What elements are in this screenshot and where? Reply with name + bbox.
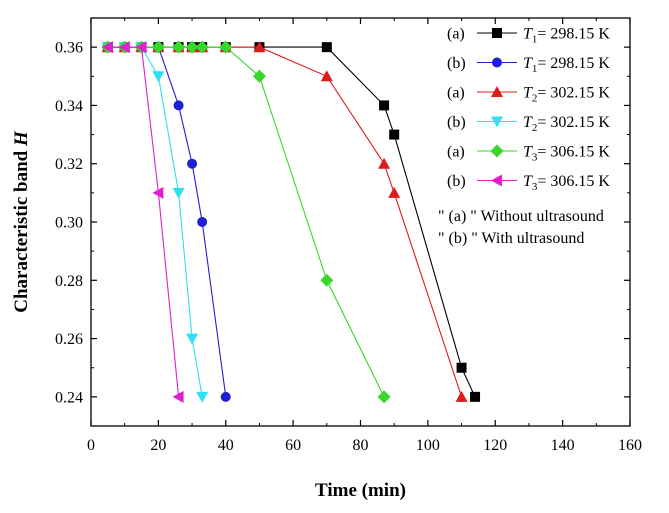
- x-tick-label: 40: [218, 437, 234, 454]
- data-point: [320, 273, 334, 287]
- series-line: [107, 46, 203, 397]
- data-point: [187, 158, 198, 169]
- legend-marker: [491, 116, 503, 128]
- series-3: [101, 41, 468, 402]
- x-tick-label: 20: [150, 437, 166, 454]
- legend-label: T1= 298.15 K: [523, 55, 610, 75]
- data-point: [101, 41, 113, 54]
- x-tick-label: 160: [618, 437, 642, 454]
- data-point: [455, 390, 468, 402]
- series-4: [101, 42, 209, 403]
- data-point: [195, 40, 209, 54]
- y-tick-label: 0.24: [55, 389, 83, 406]
- legend: (a) T1= 298.15 K (b) T1= 298.15 K (a) T2= 302…: [438, 26, 610, 248]
- data-point: [379, 100, 390, 111]
- data-point: [173, 100, 184, 111]
- legend-entry-5: (a) T3= 306.15 K: [447, 144, 610, 164]
- series-line: [107, 46, 227, 397]
- x-tick-label: 0: [87, 437, 95, 454]
- legend-marker: [491, 86, 503, 97]
- y-tick-label: 0.26: [55, 331, 83, 348]
- data-point: [197, 217, 208, 227]
- data-point: [185, 40, 199, 54]
- legend-marker: [491, 174, 502, 187]
- x-tick-label: 60: [285, 437, 301, 454]
- axes: 0 20 40 60 80 100 120 140 160 0.24 0.26 0.28 0.30 0.3…: [55, 17, 642, 454]
- legend-entry-3: (a) T2= 302.15 K: [447, 85, 610, 105]
- data-point: [135, 41, 147, 54]
- x-axis-title: Time (min): [315, 480, 406, 501]
- x-tick-label: 120: [483, 437, 507, 454]
- legend-tag: (a): [447, 26, 465, 43]
- legend-entry-6: (b) T3= 306.15 K: [447, 173, 610, 193]
- y-tick-label: 0.28: [55, 273, 83, 290]
- data-point: [186, 333, 199, 345]
- data-point: [152, 71, 165, 83]
- data-point: [172, 390, 184, 403]
- legend-tag: (b): [447, 173, 466, 190]
- series-1: [102, 42, 481, 402]
- series-line: [107, 46, 180, 397]
- data-point: [320, 70, 333, 82]
- legend-note: " (a) " Without ultrasound: [438, 208, 604, 225]
- data-point: [152, 186, 164, 199]
- legend-entry-4: (b) T2= 302.15 K: [447, 114, 610, 134]
- data-point: [378, 157, 391, 169]
- series-6: [101, 41, 184, 403]
- legend-tag: (b): [447, 55, 466, 72]
- series-layer: [101, 40, 481, 404]
- legend-label: T2= 302.15 K: [523, 114, 610, 134]
- y-tick-label: 0.30: [55, 215, 83, 232]
- legend-entry-2: (b) T1= 298.15 K: [447, 55, 610, 75]
- data-point: [220, 391, 231, 402]
- data-point: [377, 390, 391, 404]
- y-tick-label: 0.32: [55, 156, 83, 173]
- y-axis-title-text: Characteristic band: [11, 146, 32, 313]
- y-axis-title-var: H: [11, 130, 32, 147]
- legend-tag: (a): [447, 85, 465, 102]
- x-tick-label: 100: [416, 437, 440, 454]
- data-point: [456, 362, 467, 373]
- y-axis-title: Characteristic band H: [11, 130, 32, 313]
- y-tick-label: 0.34: [55, 98, 83, 115]
- legend-label: T1= 298.15 K: [523, 26, 610, 46]
- legend-label: T3= 306.15 K: [523, 144, 610, 164]
- legend-tag: (a): [447, 144, 465, 161]
- legend-note: " (b) " With ultrasound: [438, 230, 584, 247]
- data-point: [253, 41, 266, 53]
- data-point: [151, 40, 165, 54]
- data-point: [389, 129, 400, 140]
- legend-tag: (b): [447, 114, 466, 131]
- data-point: [321, 42, 332, 53]
- legend-label: T2= 302.15 K: [523, 85, 610, 105]
- series-5: [101, 40, 391, 404]
- data-point: [196, 391, 209, 403]
- data-point: [219, 40, 233, 54]
- data-point: [118, 41, 130, 54]
- legend-label: T3= 306.15 K: [523, 173, 610, 193]
- data-point: [470, 391, 481, 402]
- legend-marker: [492, 28, 502, 38]
- legend-marker: [492, 57, 502, 68]
- data-point: [172, 40, 186, 54]
- y-tick-label: 0.36: [55, 40, 83, 57]
- x-tick-label: 80: [353, 437, 369, 454]
- data-point: [172, 187, 185, 199]
- legend-entry-1: (a) T1= 298.15 K: [447, 26, 610, 46]
- legend-marker: [490, 144, 504, 158]
- x-tick-label: 140: [551, 437, 575, 454]
- data-point: [252, 69, 266, 83]
- data-point: [388, 186, 401, 198]
- series-2: [102, 42, 231, 402]
